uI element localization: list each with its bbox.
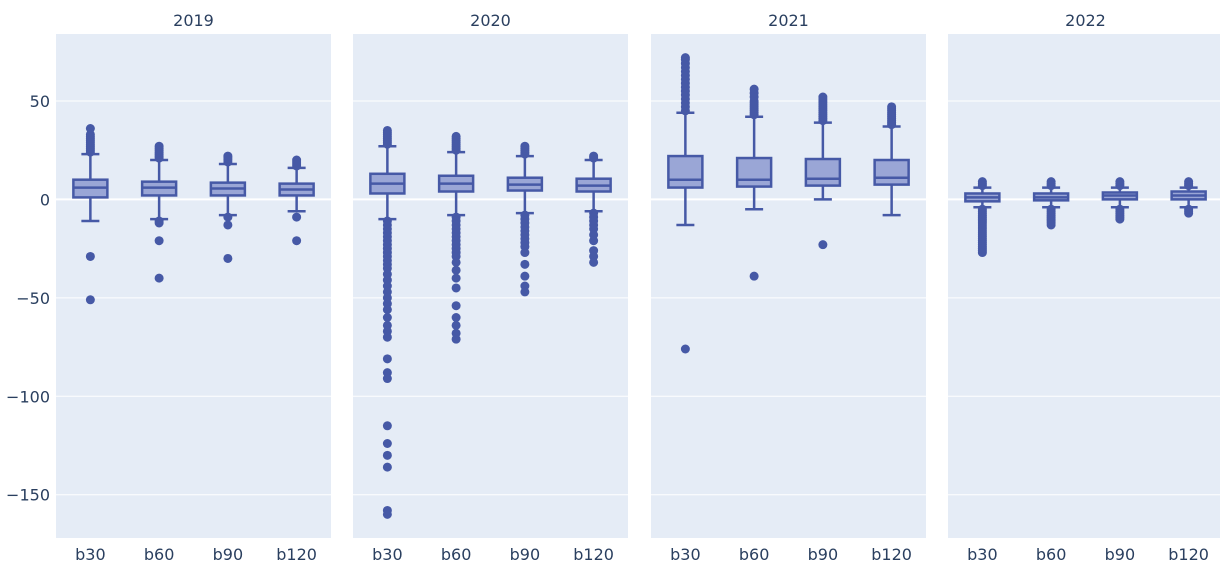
outlier-point [818, 92, 828, 102]
panel-background [948, 34, 1220, 538]
outlier-point [382, 462, 392, 472]
outlier-point [154, 236, 164, 246]
outlier-point [520, 248, 530, 258]
outlier-point [223, 253, 233, 263]
outlier-point [451, 313, 461, 322]
outlier-point [451, 265, 461, 275]
y-tick-label: 0 [40, 190, 50, 209]
box-b30 [667, 154, 704, 189]
y-tick-label: −150 [6, 486, 50, 505]
x-tick-label: b60 [739, 545, 770, 564]
outlier-point [1115, 177, 1125, 187]
outlier-point [382, 421, 392, 431]
outlier-point [451, 320, 461, 330]
outlier-point [382, 374, 392, 384]
panel-title: 2020 [470, 11, 511, 30]
x-tick-label: b90 [510, 545, 541, 564]
outlier-point [887, 102, 897, 112]
box-b90 [804, 157, 842, 187]
outlier-point [520, 141, 530, 151]
x-tick-label: b60 [144, 545, 175, 564]
panel-title: 2022 [1065, 11, 1106, 30]
x-tick-label: b120 [573, 545, 614, 564]
outlier-point [977, 177, 987, 187]
outlier-point [589, 236, 599, 246]
x-tick-label: b120 [1168, 545, 1209, 564]
outlier-point [1115, 214, 1125, 224]
y-tick-label: 50 [30, 92, 50, 111]
x-tick-label: b90 [808, 545, 839, 564]
outlier-point [292, 236, 302, 246]
outlier-point [1046, 220, 1056, 230]
y-tick-label: −50 [16, 289, 50, 308]
outlier-point [451, 334, 461, 344]
outlier-point [85, 251, 95, 261]
outlier-point [520, 259, 530, 269]
outlier-point [451, 131, 461, 141]
outlier-point [382, 332, 392, 342]
outlier-point [749, 271, 759, 281]
outlier-point [680, 53, 690, 63]
outlier-point [154, 218, 164, 228]
x-tick-label: b60 [1036, 545, 1067, 564]
x-tick-label: b60 [441, 545, 472, 564]
outlier-point [680, 344, 690, 354]
x-tick-label: b120 [276, 545, 317, 564]
outlier-point [85, 124, 95, 133]
x-tick-label: b30 [967, 545, 998, 564]
panel-background [56, 34, 331, 538]
outlier-point [382, 313, 392, 322]
outlier-point [382, 305, 392, 315]
outlier-point [1046, 177, 1056, 187]
outlier-point [451, 301, 461, 311]
x-tick-label: b30 [670, 545, 701, 564]
outlier-point [1184, 177, 1194, 187]
outlier-point [749, 84, 759, 94]
outlier-point [223, 212, 233, 222]
outlier-point [520, 287, 530, 297]
outlier-point [292, 155, 302, 165]
x-tick-label: b30 [75, 545, 106, 564]
panel-background [651, 34, 926, 538]
outlier-point [382, 125, 392, 135]
box-b120 [873, 158, 910, 186]
x-tick-label: b30 [372, 545, 403, 564]
x-tick-label: b90 [213, 545, 244, 564]
outlier-point [85, 295, 95, 305]
outlier-point [589, 257, 599, 267]
panel-title: 2021 [768, 11, 809, 30]
outlier-point [451, 283, 461, 293]
outlier-point [1184, 208, 1194, 218]
outlier-point [977, 248, 987, 258]
outlier-point [223, 151, 233, 161]
outlier-point [382, 450, 392, 460]
outlier-point [292, 212, 302, 222]
box-b60 [735, 156, 773, 188]
outlier-point [382, 354, 392, 364]
outlier-point [223, 220, 233, 230]
panel-title: 2019 [173, 11, 214, 30]
outlier-point [451, 273, 461, 283]
panel-background [353, 34, 628, 538]
outlier-point [154, 141, 164, 151]
y-tick-label: −100 [6, 387, 50, 406]
x-tick-label: b120 [871, 545, 912, 564]
outlier-point [382, 439, 392, 448]
outlier-point [451, 257, 461, 267]
outlier-point [589, 151, 599, 161]
outlier-point [818, 240, 828, 250]
outlier-point [520, 271, 530, 281]
outlier-point [154, 273, 164, 283]
x-tick-label: b90 [1105, 545, 1136, 564]
outlier-point [382, 509, 392, 519]
